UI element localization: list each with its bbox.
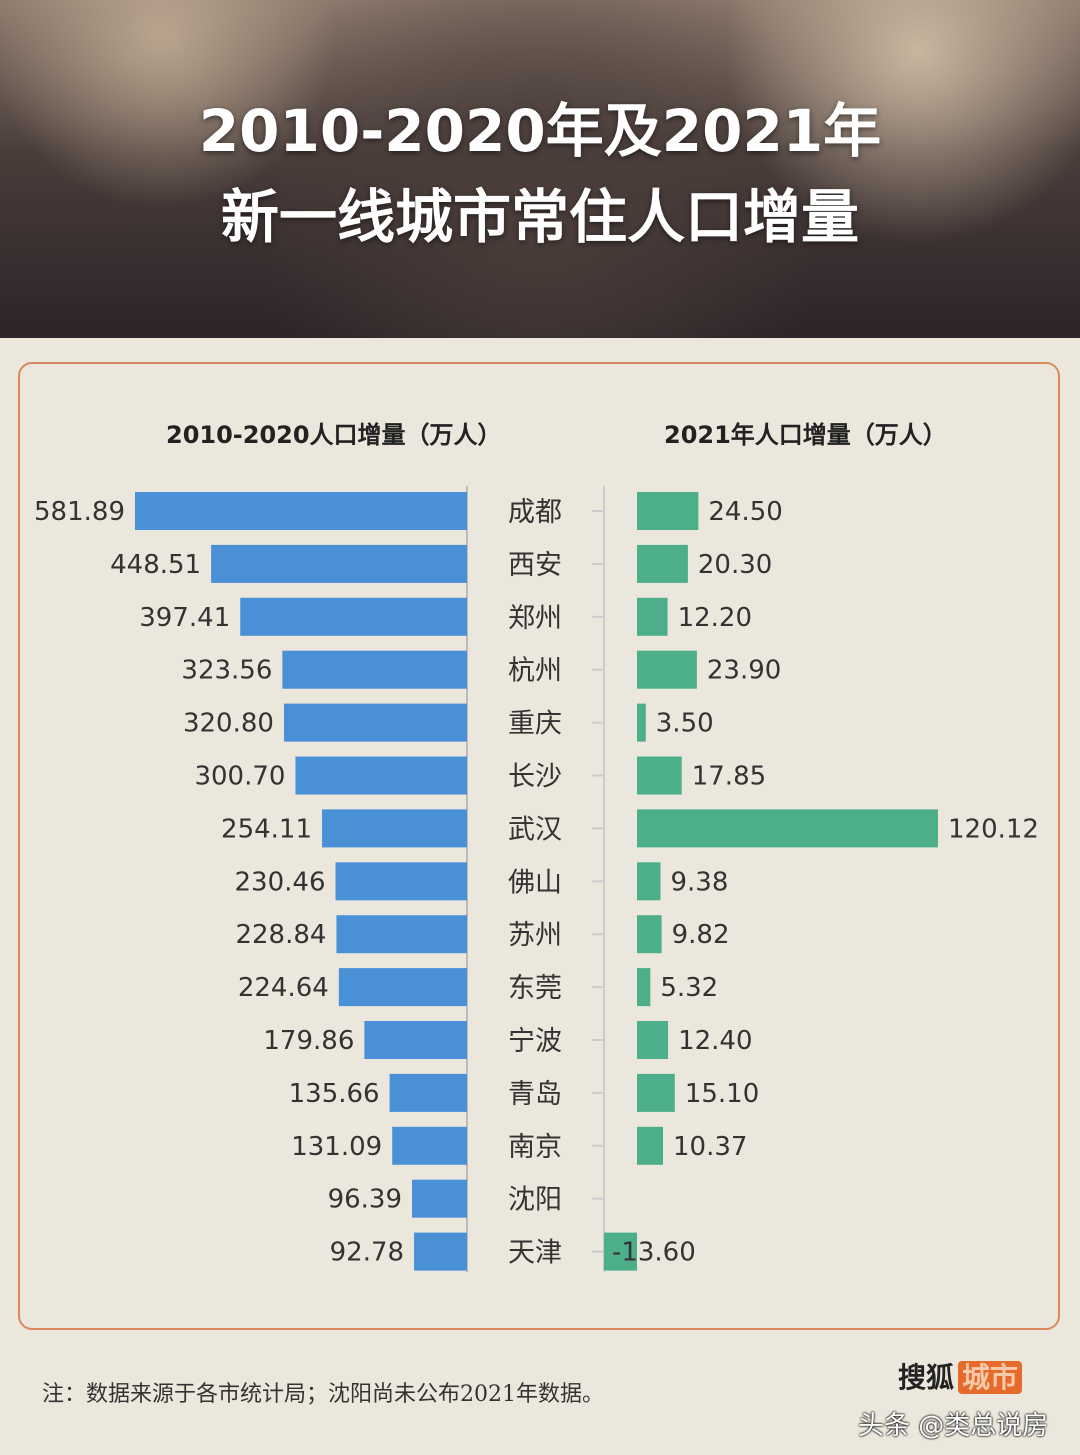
left-bar-label: 448.51 (110, 550, 201, 580)
left-bar-label: 323.56 (181, 656, 272, 686)
right-bar (637, 915, 662, 954)
city-label: 南京 (508, 1132, 562, 1163)
right-bar-label: 15.10 (685, 1079, 759, 1109)
left-bar (338, 968, 467, 1007)
left-chart-title: 2010-2020人口增量（万人） (166, 421, 502, 449)
left-bar (295, 756, 467, 795)
city-label: 成都 (508, 497, 562, 528)
city-label: 长沙 (508, 762, 562, 793)
left-bar (414, 1232, 467, 1271)
left-bar (240, 597, 467, 636)
right-bar-label: 10.37 (673, 1132, 747, 1162)
left-bar-label: 179.86 (263, 1026, 354, 1056)
left-bar-label: 135.66 (289, 1079, 380, 1109)
city-label: 西安 (508, 550, 562, 581)
right-bar (637, 544, 688, 583)
left-bar-label: 224.64 (238, 973, 329, 1003)
title-line2: 新一线城市常住人口增量 (220, 183, 859, 251)
left-bar (389, 1073, 467, 1112)
left-bar-label: 300.70 (194, 762, 285, 792)
city-label: 重庆 (508, 709, 562, 740)
right-bar-label: 23.90 (707, 656, 781, 686)
city-label: 天津 (508, 1238, 562, 1269)
right-bar (637, 650, 697, 689)
right-bar-label: 5.32 (660, 973, 718, 1003)
right-bar (637, 703, 646, 742)
city-label: 郑州 (508, 603, 562, 634)
logo-badge: 城市 (958, 1361, 1023, 1394)
title-line1: 2010-2020年及2021年 (198, 97, 882, 165)
left-bar (364, 1021, 467, 1059)
left-bar-label: 581.89 (34, 497, 125, 527)
right-bar (637, 809, 938, 848)
right-bar-label: -13.60 (612, 1238, 696, 1268)
city-label: 沈阳 (508, 1185, 562, 1216)
left-bar (135, 492, 467, 530)
city-label: 武汉 (508, 814, 562, 845)
right-bar (637, 756, 682, 795)
right-bar (637, 1126, 663, 1165)
left-bar-label: 96.39 (328, 1185, 402, 1215)
sohu-logo: 搜狐 城市 (898, 1360, 1023, 1396)
left-bar-label: 254.11 (221, 814, 312, 844)
right-bar-label: 3.50 (656, 709, 714, 739)
left-bar-label: 320.80 (183, 709, 274, 739)
city-label: 杭州 (508, 656, 562, 687)
right-bar (637, 492, 699, 530)
city-label: 宁波 (508, 1026, 562, 1057)
hero-photo (0, 0, 1080, 338)
right-bar-label: 9.82 (672, 920, 730, 950)
left-bar-label: 131.09 (291, 1132, 382, 1162)
left-bar-label: 397.41 (139, 603, 230, 633)
right-bar (603, 1232, 637, 1271)
right-bar (637, 1021, 669, 1059)
left-bar (412, 1179, 467, 1218)
right-bar (637, 968, 651, 1007)
city-label: 东莞 (508, 973, 562, 1004)
left-bar (336, 915, 467, 954)
left-bar (392, 1126, 467, 1165)
left-bar (282, 650, 467, 689)
city-label: 苏州 (508, 920, 562, 951)
left-bar (322, 809, 467, 848)
left-bar-label: 92.78 (330, 1238, 404, 1268)
logo-text: 搜狐 (898, 1361, 955, 1394)
city-label: 佛山 (508, 867, 562, 898)
left-bar (283, 703, 467, 742)
city-label: 青岛 (508, 1079, 562, 1110)
right-chart-title: 2021年人口增量（万人） (664, 421, 947, 449)
right-bar-label: 17.85 (692, 762, 766, 792)
right-bar-label: 9.38 (671, 867, 729, 897)
left-bar-label: 230.46 (235, 867, 326, 897)
right-bar-label: 12.20 (678, 603, 752, 633)
footnote: 注：数据来源于各市统计局；沈阳尚未公布2021年数据。 (42, 1382, 604, 1407)
watermark: 头条 @类总说房 (858, 1411, 1049, 1441)
left-bar (335, 862, 467, 901)
right-bar (637, 597, 668, 636)
right-bar (637, 862, 661, 901)
chart-panel (18, 362, 1060, 1330)
left-bar (211, 544, 467, 583)
left-bar-label: 228.84 (235, 920, 326, 950)
right-bar-label: 120.12 (948, 814, 1039, 844)
right-bar (637, 1073, 675, 1112)
right-bar-label: 24.50 (708, 497, 782, 527)
right-bar-label: 20.30 (698, 550, 772, 580)
right-bar-label: 12.40 (678, 1026, 752, 1056)
